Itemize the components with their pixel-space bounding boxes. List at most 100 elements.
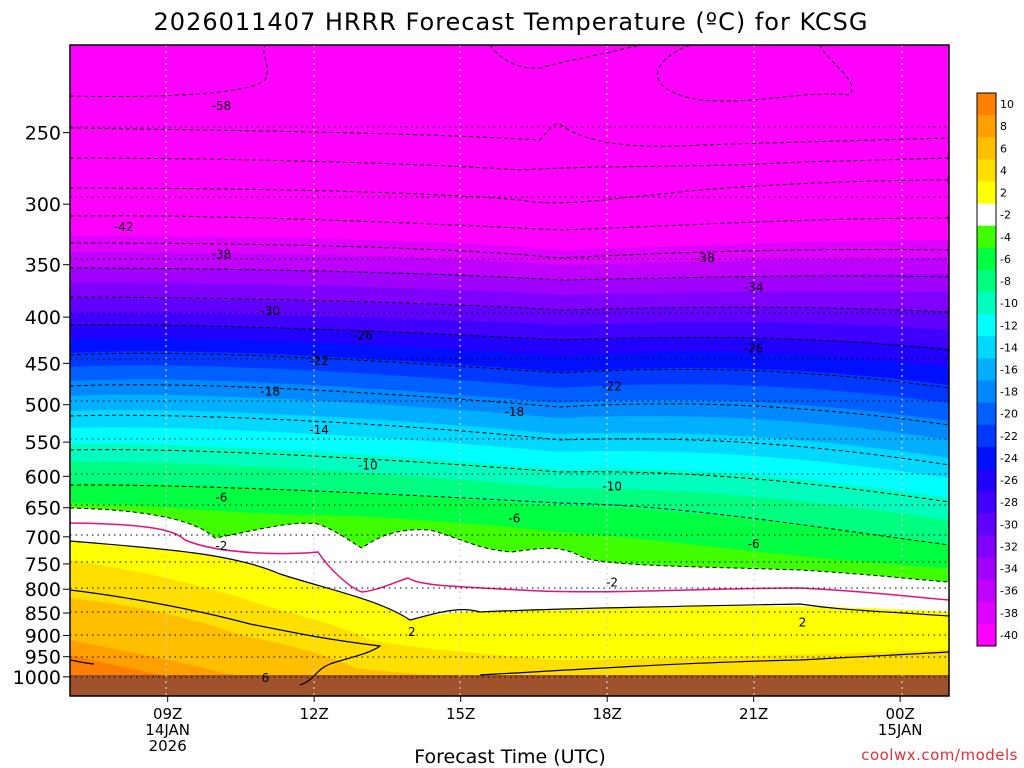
colorbar-swatch <box>977 225 996 249</box>
colorbar-swatch <box>977 314 996 337</box>
watermark: coolwx.com/models <box>861 746 1018 764</box>
colorbar-swatch <box>977 535 996 558</box>
colorbar-swatch <box>977 358 996 381</box>
contour-label-text: 6 <box>262 671 270 685</box>
colorbar-label: -26 <box>1000 474 1018 487</box>
contour-label-text: -30 <box>260 304 280 318</box>
colorbar-label: 8 <box>1000 120 1007 133</box>
y-tick-label: 500 <box>25 395 61 417</box>
colorbar-label: -10 <box>1000 297 1018 310</box>
contour-label-text: 2 <box>408 625 416 639</box>
contour-label-text: -14 <box>309 423 329 437</box>
colorbar-label: -40 <box>1000 629 1018 642</box>
colorbar-label: 4 <box>1000 164 1007 177</box>
contour-label: -14 <box>309 423 329 437</box>
contour-label: 2 <box>799 615 807 629</box>
contour-label: -10 <box>358 458 378 472</box>
contour-label: 2 <box>408 625 416 639</box>
contour-label-text: -26 <box>744 341 764 355</box>
contour-label-text: -18 <box>505 405 525 419</box>
contour-label-text: -42 <box>114 220 134 234</box>
colorbar-label: -14 <box>1000 341 1018 354</box>
contour-label-text: -22 <box>602 379 622 393</box>
contour-label: -38 <box>212 247 232 261</box>
colorbar-swatch <box>977 424 996 448</box>
contour-label-text: -58 <box>212 99 232 113</box>
contour-label: -26 <box>744 341 764 355</box>
colorbar-label: -24 <box>1000 452 1018 465</box>
contour-label: -6 <box>748 537 760 551</box>
colorbar-swatch <box>977 446 996 470</box>
colorbar-swatch <box>977 292 996 315</box>
temp-band <box>70 598 949 696</box>
colorbar-swatch <box>977 557 996 581</box>
y-axis-ticks: 2503003504004505005506006507007508008509… <box>13 123 70 689</box>
contour-label-text: -6 <box>508 511 520 525</box>
contour-label: -2 <box>215 539 227 553</box>
colorbar-swatch <box>977 93 996 116</box>
contour-label-text: -10 <box>358 458 378 472</box>
y-tick-label: 400 <box>25 307 61 329</box>
y-tick-label: 1000 <box>13 667 61 689</box>
chart-title: 2026011407 HRRR Forecast Temperature (ºC… <box>154 8 869 36</box>
y-tick-label: 450 <box>25 353 61 375</box>
contour-label: -42 <box>114 220 134 234</box>
colorbar-swatch <box>977 269 996 293</box>
contour-label-text: -22 <box>309 354 329 368</box>
colorbar-label: -28 <box>1000 496 1018 509</box>
y-tick-label: 250 <box>25 123 61 145</box>
colorbar-label: -12 <box>1000 319 1018 332</box>
contour-label-text: -26 <box>353 328 373 342</box>
colorbar-label: -18 <box>1000 386 1018 399</box>
colorbar-label: -20 <box>1000 408 1018 421</box>
colorbar-swatch <box>977 601 996 625</box>
colorbar-label: -30 <box>1000 518 1018 531</box>
contour-label: -18 <box>260 384 280 398</box>
colorbar-label: -22 <box>1000 430 1018 443</box>
contour-label-text: -38 <box>695 251 715 265</box>
colorbar-frame <box>976 92 997 647</box>
y-tick-label: 800 <box>25 579 61 601</box>
x-tick-label: 21Z <box>739 705 768 723</box>
vertical-grid <box>165 45 903 696</box>
colorbar-swatch <box>977 402 996 426</box>
x-tick-label: 18Z <box>592 705 621 723</box>
colorbar-label: 6 <box>1000 142 1007 155</box>
contour-label-text: -18 <box>260 384 280 398</box>
x-tick-label: 09Z <box>153 705 182 723</box>
colorbar-swatch <box>977 247 996 271</box>
contour-label: -6 <box>508 511 520 525</box>
contour-label: -2 <box>606 575 618 589</box>
positive-contours <box>70 540 949 686</box>
colorbar-label: -36 <box>1000 585 1018 598</box>
y-tick-label: 700 <box>25 527 61 549</box>
contour-lines <box>70 45 949 583</box>
horizontal-grid <box>70 126 949 678</box>
y-tick-label: 850 <box>25 603 61 625</box>
colorbar-swatch <box>977 579 996 603</box>
y-tick-label: 350 <box>25 255 61 277</box>
y-tick-label: 550 <box>25 432 61 454</box>
y-tick-label: 900 <box>25 625 61 647</box>
colorbar-label: -34 <box>1000 563 1018 576</box>
x-tick-label: 12Z <box>299 705 328 723</box>
contour-label-text: 2 <box>799 615 807 629</box>
contour-label: -58 <box>212 99 232 113</box>
colorbar-label: -32 <box>1000 540 1018 553</box>
contour-label-text: -10 <box>602 479 622 493</box>
y-tick-label: 650 <box>25 498 61 520</box>
colorbar-label: -2 <box>1000 209 1011 222</box>
contour-label-text: -2 <box>215 539 227 553</box>
colorbar-label: -16 <box>1000 364 1018 377</box>
y-tick-label: 300 <box>25 194 61 216</box>
y-tick-label: 600 <box>25 466 61 488</box>
ground-surface <box>70 675 949 696</box>
colorbar-label: -6 <box>1000 253 1011 266</box>
colorbar-swatch <box>977 159 996 182</box>
colorbar-label: -8 <box>1000 275 1011 288</box>
x-tick-label: 2026 <box>149 737 187 755</box>
contour-label-text: -6 <box>215 491 227 505</box>
contour-label-text: -38 <box>212 247 232 261</box>
